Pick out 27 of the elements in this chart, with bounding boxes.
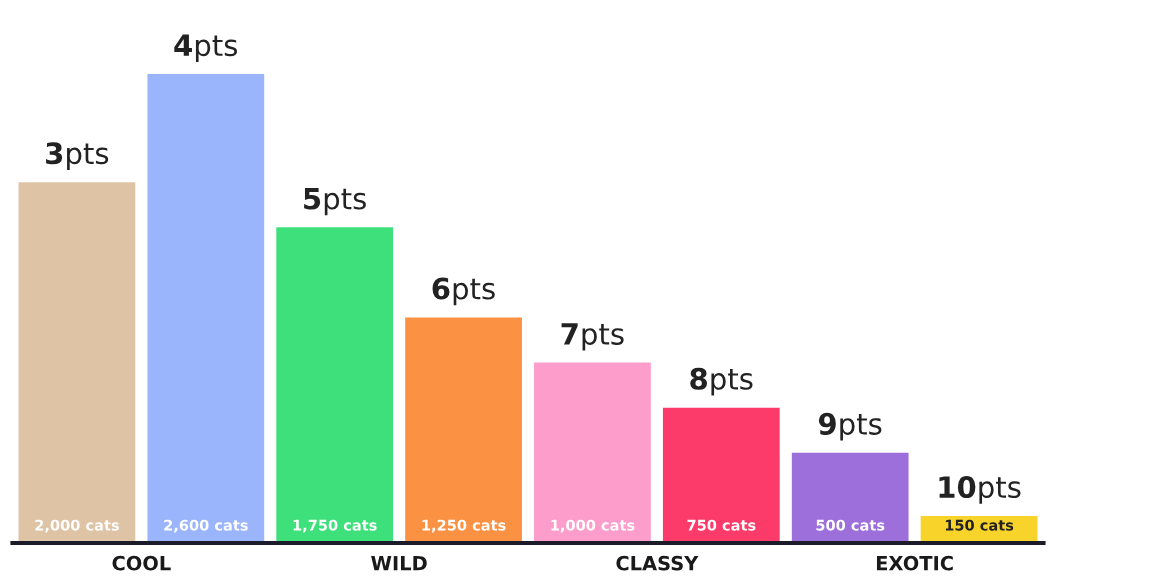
x-tick-label: EXOTIC (876, 555, 953, 571)
bar (18, 182, 136, 543)
x-tick-label: CLASSY (616, 555, 699, 571)
annotation: 8pts (690, 367, 753, 396)
data-label: 2,000 cats (35, 519, 119, 533)
annotation: 9pts (818, 412, 882, 441)
data-label: 1,000 cats (551, 519, 635, 533)
bar (276, 227, 394, 543)
data-label: 150 cats (945, 519, 1014, 531)
bar (405, 317, 522, 543)
annotation: 10pts (939, 476, 1021, 504)
x-tick-label: COOL (112, 555, 171, 571)
data-label: 500 cats (816, 519, 885, 531)
data-label: 750 cats (687, 519, 756, 531)
x-tick-label: WILD (371, 556, 427, 571)
data-label: 2,600 cats (164, 519, 248, 533)
bar (662, 407, 780, 543)
bar (534, 362, 651, 543)
annotation: 5pts (304, 187, 366, 216)
text: 4pts (174, 34, 238, 62)
annotation: 6pts (432, 277, 495, 306)
bar (791, 452, 909, 543)
annotation: 7pts (561, 323, 624, 351)
data-label: 1,750 cats (293, 519, 377, 533)
data-label: 1,250 cats (422, 519, 506, 533)
annotation: 3pts (46, 142, 109, 170)
bar (147, 73, 265, 543)
